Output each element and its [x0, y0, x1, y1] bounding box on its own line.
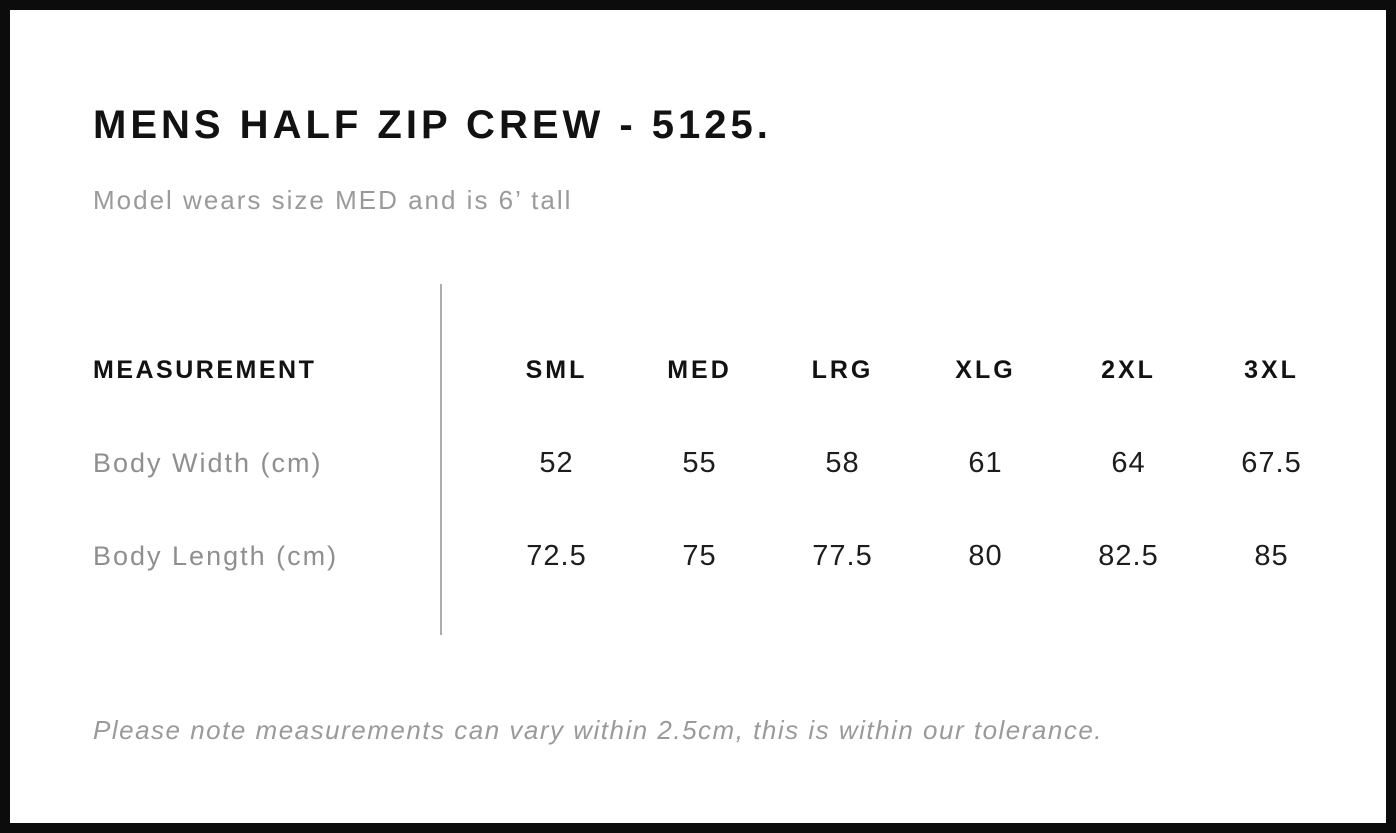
body-width-xlg: 61 — [968, 447, 1003, 480]
body-length-sml: 72.5 — [526, 540, 587, 573]
size-column-header-3xl: 3XL — [1244, 356, 1299, 385]
body-length-2xl: 82.5 — [1098, 540, 1159, 573]
model-size-note: Model wears size MED and is 6’ tall — [93, 185, 573, 215]
size-chart-header-row: MEASUREMENT SML MED LRG XLG 2XL 3XL — [93, 324, 1343, 417]
body-length-med: 75 — [682, 540, 717, 573]
measurement-column-header: MEASUREMENT — [93, 356, 317, 385]
row-label-body-width: Body Width (cm) — [93, 448, 323, 479]
body-length-3xl: 85 — [1254, 540, 1289, 573]
body-length-lrg: 77.5 — [812, 540, 873, 573]
body-width-2xl: 64 — [1111, 447, 1146, 480]
body-width-lrg: 58 — [825, 447, 860, 480]
body-length-xlg: 80 — [968, 540, 1003, 573]
table-row-body-width: Body Width (cm) 52 55 58 61 64 67.5 — [93, 417, 1343, 510]
size-column-header-med: MED — [667, 356, 732, 385]
table-divider-line — [440, 284, 442, 636]
size-column-header-lrg: LRG — [811, 356, 874, 385]
row-label-body-length: Body Length (cm) — [93, 541, 339, 572]
size-column-header-xlg: XLG — [955, 356, 1016, 385]
page-title: MENS HALF ZIP CREW - 5125. — [93, 103, 772, 147]
body-width-med: 55 — [682, 447, 717, 480]
size-column-header-2xl: 2XL — [1101, 356, 1156, 385]
size-column-header-sml: SML — [525, 356, 588, 385]
body-width-3xl: 67.5 — [1241, 447, 1302, 480]
body-width-sml: 52 — [539, 447, 574, 480]
size-chart-table: MEASUREMENT SML MED LRG XLG 2XL 3XL Body… — [93, 284, 1343, 636]
tolerance-note: Please note measurements can vary within… — [93, 715, 1104, 746]
table-row-body-length: Body Length (cm) 72.5 75 77.5 80 82.5 85 — [93, 510, 1343, 603]
